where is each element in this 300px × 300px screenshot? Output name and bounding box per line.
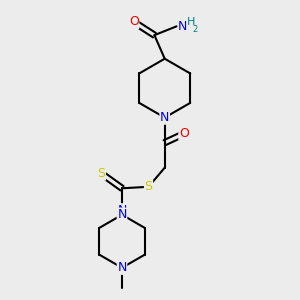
Text: N: N: [117, 204, 127, 217]
Text: N: N: [160, 111, 169, 124]
Text: N: N: [117, 261, 127, 274]
Text: O: O: [129, 15, 139, 28]
Text: O: O: [179, 127, 189, 140]
Text: 2: 2: [193, 25, 198, 34]
Text: N: N: [117, 208, 127, 221]
Text: N: N: [178, 20, 187, 33]
Text: H: H: [187, 17, 195, 27]
Text: S: S: [145, 180, 152, 193]
Text: S: S: [98, 167, 105, 180]
